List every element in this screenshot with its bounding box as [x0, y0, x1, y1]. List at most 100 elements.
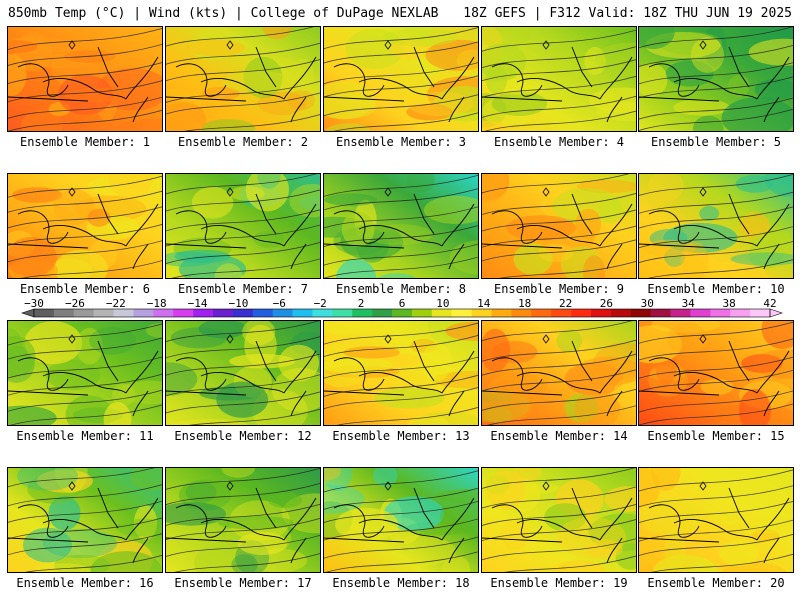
- coastline: [175, 210, 227, 244]
- coastline: [8, 96, 89, 102]
- temperature-blotch: [414, 411, 478, 425]
- coastline: [599, 203, 633, 247]
- ensemble-map-panel: [165, 467, 321, 573]
- streamline: [324, 487, 478, 510]
- streamline: [166, 42, 320, 65]
- streamline: [648, 259, 793, 278]
- streamline: [325, 551, 478, 572]
- temperature-blotch: [287, 90, 315, 111]
- temperature-blotch: [343, 346, 400, 359]
- station-marker: [699, 40, 707, 50]
- ensemble-map-panel: [481, 173, 637, 279]
- streamline: [324, 188, 478, 211]
- colorbar-segment: [113, 309, 134, 317]
- coastline: [516, 225, 601, 247]
- coastline: [42, 225, 127, 247]
- temperature-blotch: [706, 259, 769, 278]
- colorbar-segment: [451, 309, 472, 317]
- coastline: [175, 504, 227, 538]
- streamline: [639, 356, 793, 379]
- colorbar-arrow-left: [21, 308, 35, 318]
- temperature-blotch: [214, 263, 243, 278]
- streamline: [499, 260, 636, 278]
- temperature-blotch: [171, 419, 248, 425]
- coastline: [17, 357, 69, 391]
- streamline: [639, 62, 793, 85]
- streamline: [639, 44, 793, 67]
- coastline: [516, 372, 601, 394]
- temperature-blotch: [513, 243, 553, 275]
- coastline: [290, 96, 307, 123]
- temperature-blotch: [12, 187, 63, 203]
- temperature-blotch: [229, 354, 296, 369]
- temperature-blotch: [324, 356, 393, 375]
- streamline: [8, 373, 162, 396]
- streamline: [8, 468, 155, 488]
- streamline: [482, 369, 636, 392]
- coastline: [255, 487, 277, 529]
- coastline: [413, 340, 435, 382]
- temperature-blotch: [8, 236, 57, 278]
- temperature-blotch: [648, 174, 684, 202]
- colorbar-segment: [193, 309, 214, 317]
- streamline: [639, 76, 793, 99]
- station-marker: [226, 187, 234, 197]
- temperature-blotch: [752, 349, 793, 379]
- streamline: [8, 223, 162, 247]
- coastline: [491, 210, 543, 244]
- temperature-blotch: [185, 39, 245, 56]
- colorbar-segment: [352, 309, 373, 317]
- temperature-blotch: [103, 402, 132, 425]
- streamline: [8, 190, 162, 213]
- streamline: [482, 321, 633, 342]
- station-marker: [226, 481, 234, 491]
- streamline: [166, 482, 320, 506]
- temperature-blotch: [257, 91, 307, 116]
- streamline: [482, 353, 636, 376]
- station-marker: [68, 334, 76, 344]
- streamline: [639, 485, 793, 508]
- coastline: [358, 372, 443, 394]
- temperature-blotch: [76, 327, 103, 365]
- temperature-blotch: [673, 99, 730, 116]
- coastline: [571, 487, 593, 529]
- ensemble-map-panel: [7, 173, 163, 279]
- streamline: [324, 174, 478, 197]
- coastline: [255, 340, 277, 382]
- ensemble-map-panel: [481, 320, 637, 426]
- temperature-blotch: [278, 344, 319, 382]
- temperature-blotch: [721, 97, 793, 131]
- station-marker: [699, 187, 707, 197]
- colorbar-tick-label: −14: [188, 297, 208, 310]
- streamline: [482, 538, 636, 561]
- coastline: [290, 537, 307, 564]
- streamline: [324, 470, 478, 493]
- streamline: [484, 110, 636, 131]
- temperature-blotch: [482, 120, 510, 131]
- coastline: [324, 243, 405, 249]
- coastline: [673, 372, 758, 394]
- streamline: [324, 256, 478, 278]
- streamline: [324, 322, 478, 345]
- coastline: [333, 357, 385, 391]
- temperature-blotch: [491, 340, 538, 364]
- streamline: [8, 533, 162, 556]
- ensemble-member-label: Ensemble Member: 4: [493, 135, 625, 149]
- streamline: [333, 112, 478, 131]
- station-marker: [226, 334, 234, 344]
- streamline: [324, 243, 478, 266]
- coastline: [491, 357, 543, 391]
- coastline: [606, 243, 623, 270]
- temperature-blotch: [406, 103, 453, 121]
- colorbar-segment: [531, 309, 552, 317]
- ensemble-member-label: Ensemble Member: 1: [19, 135, 151, 149]
- temperature-blotch: [406, 174, 435, 193]
- temperature-blotch: [242, 321, 276, 346]
- colorbar-segment: [252, 309, 273, 317]
- coastline: [756, 56, 790, 100]
- temperature-blotch: [380, 535, 456, 567]
- coastline: [17, 63, 69, 97]
- coastline: [482, 243, 563, 249]
- temperature-blotch: [191, 186, 234, 219]
- coastline: [441, 203, 475, 247]
